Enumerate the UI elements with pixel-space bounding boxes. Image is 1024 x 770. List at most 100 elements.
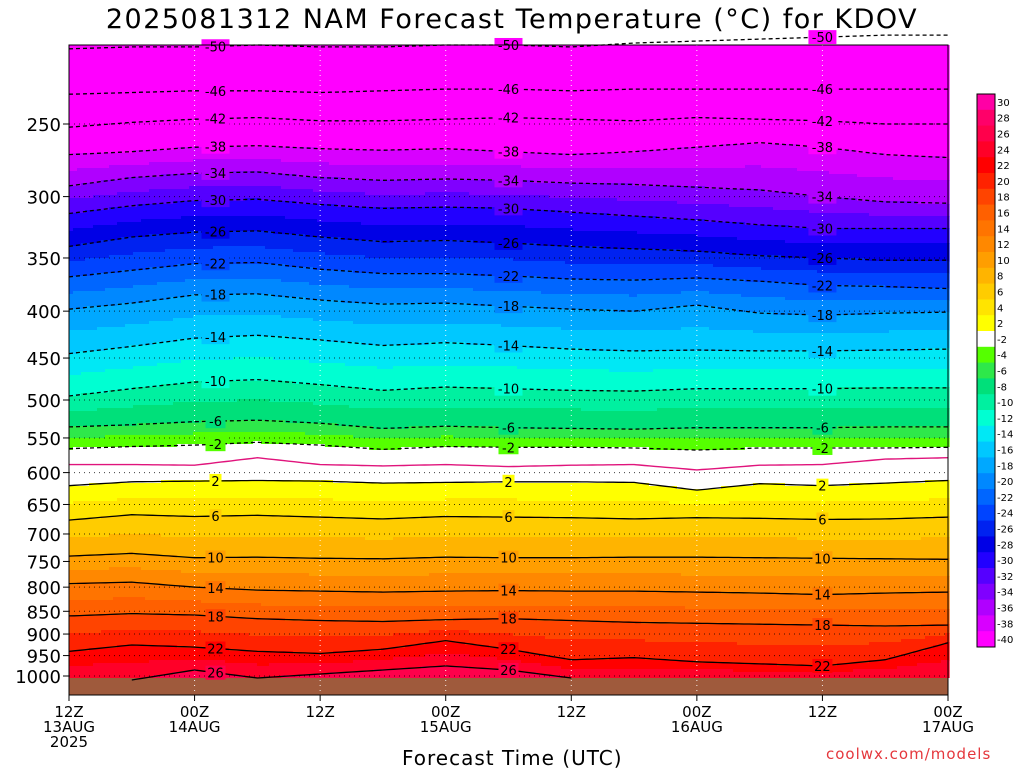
field-cell <box>529 483 534 502</box>
field-cell <box>609 537 614 559</box>
field-cell <box>201 432 206 445</box>
field-cell <box>117 498 122 517</box>
field-cell <box>245 618 250 634</box>
field-cell <box>321 537 326 559</box>
field-cell <box>217 294 222 316</box>
field-cell <box>213 588 218 604</box>
field-cell <box>517 447 522 484</box>
field-cell <box>97 633 102 649</box>
field-cell <box>169 45 174 151</box>
field-cell <box>325 384 330 406</box>
field-cell <box>549 675 554 678</box>
field-cell <box>609 45 614 154</box>
field-cell <box>589 573 594 592</box>
field-cell <box>437 591 442 607</box>
field-cell <box>621 216 626 232</box>
field-cell <box>597 246 602 265</box>
field-cell <box>633 606 638 622</box>
field-cell <box>265 315 270 337</box>
field-cell <box>653 186 658 202</box>
field-cell <box>253 516 258 538</box>
field-cell <box>665 369 670 391</box>
field-cell <box>245 336 250 358</box>
field-cell <box>565 501 570 520</box>
field-cell <box>517 591 522 607</box>
field-cell <box>113 348 118 370</box>
field-cell <box>601 264 606 280</box>
field-cell <box>537 327 542 349</box>
field-cell <box>593 351 598 370</box>
field-cell <box>389 438 394 451</box>
field-cell <box>333 636 338 652</box>
field-cell <box>73 426 78 439</box>
field-cell <box>253 558 258 574</box>
field-cell <box>149 204 154 220</box>
field-cell <box>657 264 662 280</box>
field-cell <box>237 444 242 481</box>
field-cell <box>461 342 466 367</box>
field-cell <box>357 621 362 637</box>
field-cell <box>245 186 250 199</box>
field-cell <box>401 303 406 325</box>
field-cell <box>181 384 186 403</box>
field-cell <box>545 429 550 439</box>
field-cell <box>177 615 182 631</box>
field-cell <box>429 516 434 538</box>
field-cell <box>457 666 462 678</box>
field-cell <box>333 501 338 520</box>
field-cell <box>345 537 350 559</box>
field-cell <box>429 258 434 274</box>
field-cell <box>77 375 82 397</box>
field-cell <box>273 360 278 382</box>
field-cell <box>353 180 358 193</box>
field-cell <box>253 603 258 619</box>
field-cell <box>533 618 538 637</box>
field-cell <box>509 591 514 607</box>
field-cell <box>453 438 458 448</box>
field-cell <box>365 576 370 592</box>
field-cell <box>417 633 422 646</box>
field-cell <box>533 636 538 655</box>
field-cell <box>189 186 194 202</box>
field-cell <box>101 570 106 583</box>
field-cell <box>129 582 134 598</box>
field-cell <box>441 165 446 181</box>
field-cell <box>89 351 94 373</box>
field-cell <box>241 231 246 247</box>
field-cell <box>561 294 566 310</box>
field-cell <box>385 324 390 346</box>
field-cell <box>465 483 470 499</box>
field-cell <box>521 408 526 430</box>
field-cell <box>69 231 74 247</box>
field-cell <box>213 279 218 295</box>
field-cell <box>73 153 78 172</box>
field-cell <box>481 408 486 427</box>
field-cell <box>157 363 162 388</box>
field-cell <box>157 405 162 424</box>
field-cell <box>301 282 306 298</box>
field-cell <box>541 408 546 430</box>
field-cell <box>485 537 490 559</box>
field-cell <box>557 639 562 658</box>
field-cell <box>153 615 158 631</box>
field-cell <box>417 150 422 166</box>
field-cell <box>557 294 562 310</box>
field-cell <box>345 501 350 520</box>
field-cell <box>573 183 578 199</box>
field-cell <box>621 294 626 313</box>
field-cell <box>93 411 98 427</box>
field-cell <box>513 498 518 517</box>
field-cell <box>393 273 398 289</box>
field-cell <box>425 591 430 607</box>
field-cell <box>473 498 478 517</box>
field-cell <box>73 261 78 277</box>
field-cell <box>573 390 578 409</box>
field-cell <box>269 249 274 265</box>
field-cell <box>113 567 118 583</box>
field-cell <box>617 372 622 391</box>
field-cell <box>165 615 170 631</box>
field-cell <box>437 630 442 643</box>
field-cell <box>101 648 106 664</box>
field-cell <box>77 438 82 448</box>
field-cell <box>141 534 146 556</box>
